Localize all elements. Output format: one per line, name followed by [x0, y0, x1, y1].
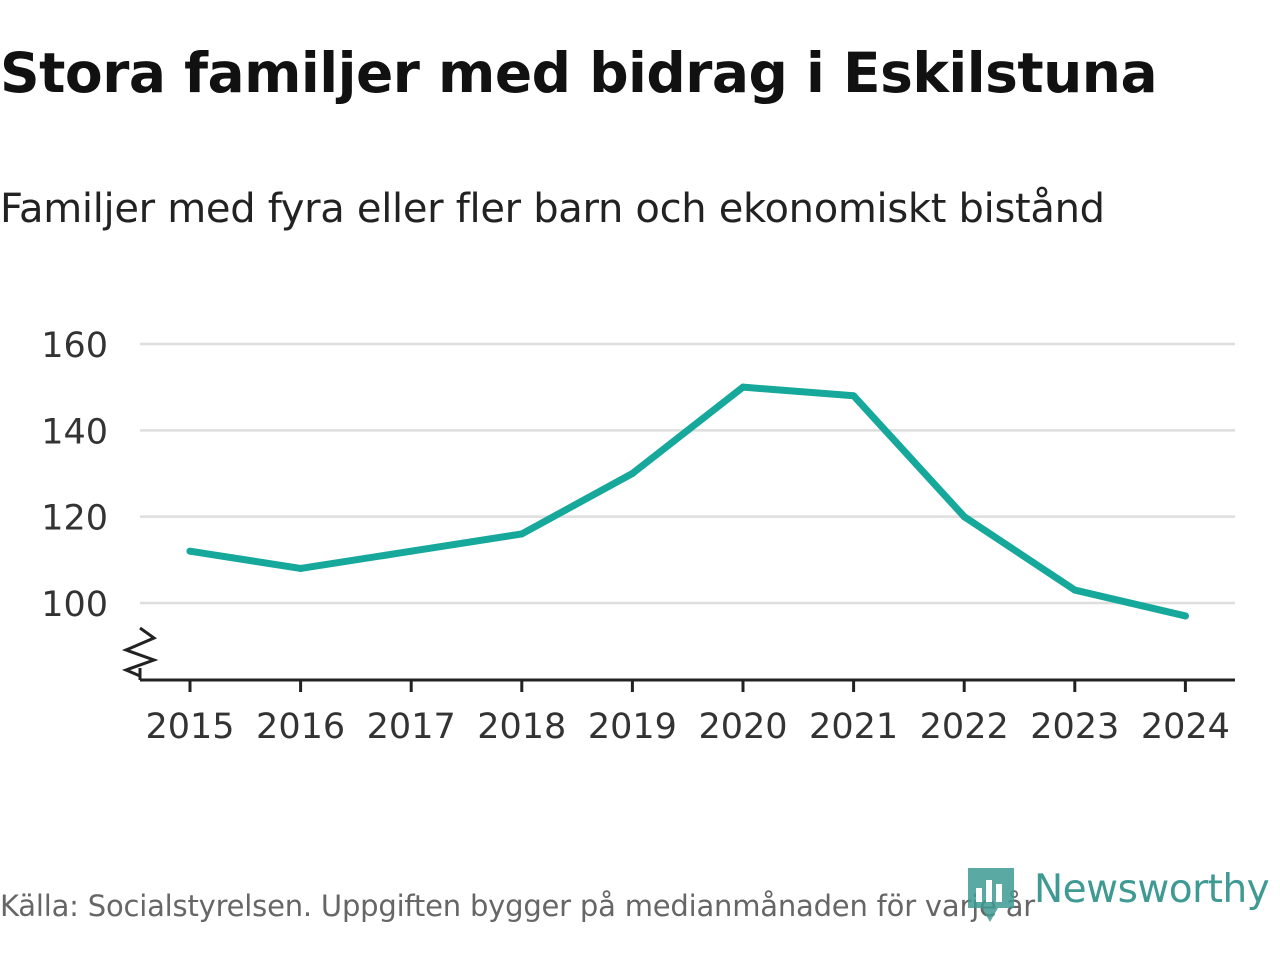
x-tick-label: 2022	[920, 707, 1009, 747]
chart-subtitle: Familjer med fyra eller fler barn och ek…	[0, 186, 1105, 232]
x-tick-label: 2021	[809, 707, 898, 747]
data-point	[297, 564, 305, 572]
newsworthy-logo[interactable]: Newsworthy	[964, 864, 1280, 926]
y-tick-label: 100	[41, 585, 108, 625]
data-point	[739, 383, 747, 391]
x-tick-label: 2019	[588, 707, 677, 747]
x-tick-label: 2017	[367, 707, 456, 747]
y-tick-label: 120	[41, 499, 108, 539]
data-point	[628, 470, 636, 477]
newsworthy-brand-text: Newsworthy	[1034, 867, 1270, 912]
data-point	[1181, 612, 1189, 620]
y-tick-label: 160	[41, 326, 108, 366]
gridlines	[140, 342, 1235, 605]
series-line	[186, 383, 1189, 620]
data-point	[850, 392, 858, 400]
x-tick-label: 2020	[698, 707, 787, 747]
data-point	[407, 547, 415, 555]
x-axis	[121, 626, 1235, 692]
source-note: Källa: Socialstyrelsen. Uppgiften bygger…	[0, 889, 1035, 923]
y-axis-tick-labels: 100 120 140 160	[41, 326, 108, 625]
series-layer	[186, 383, 1189, 620]
x-tick-label: 2024	[1141, 707, 1230, 747]
axis-break-icon	[121, 626, 159, 678]
data-point	[186, 547, 194, 555]
data-point	[1071, 586, 1079, 594]
x-axis-tick-labels: 2015 2016 2017 2018 2019 2020 2021 2022 2023 2024	[145, 707, 1229, 747]
data-point	[960, 513, 968, 521]
chart-title: Stora familjer med bidrag i Eskilstuna	[0, 41, 1158, 105]
newsworthy-logo-icon	[968, 868, 1014, 922]
x-tick-label: 2015	[145, 707, 234, 747]
x-tick-label: 2018	[477, 707, 566, 747]
x-tick-label: 2016	[256, 707, 345, 747]
x-tick-label: 2023	[1030, 707, 1119, 747]
y-tick-label: 140	[41, 412, 108, 452]
data-point	[518, 530, 526, 538]
